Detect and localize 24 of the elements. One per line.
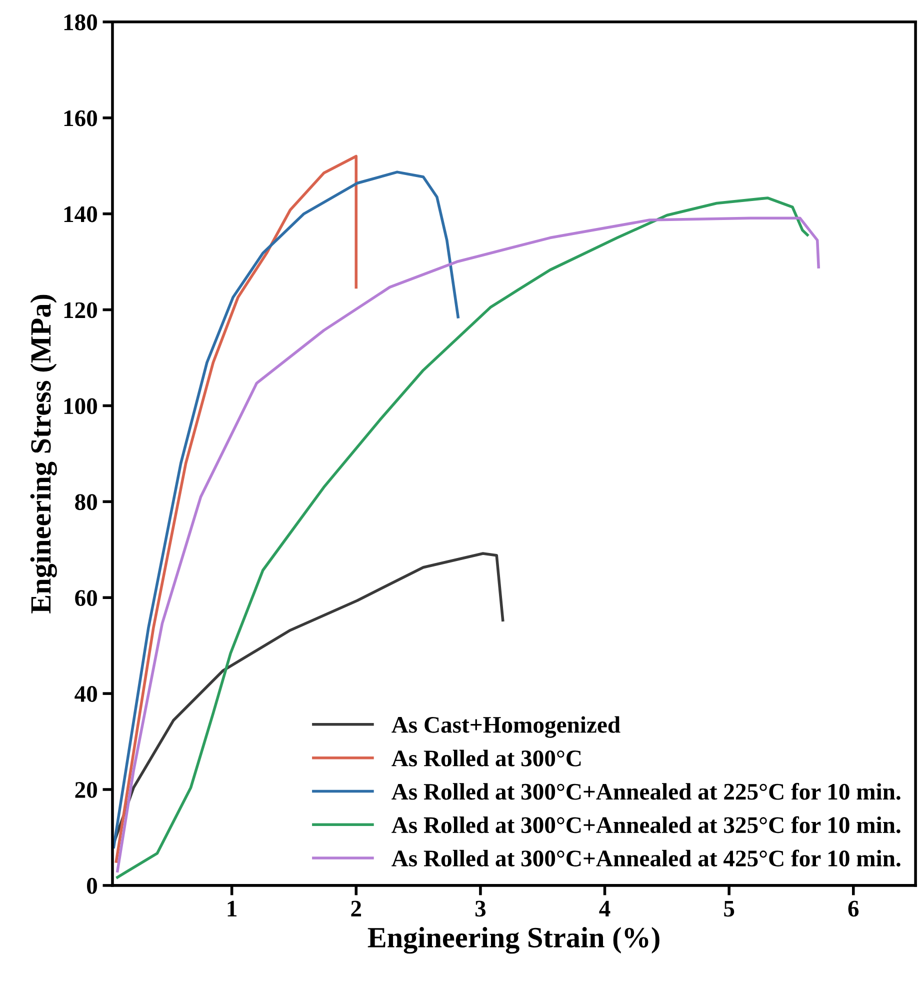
legend-label: As Rolled at 300°C+Annealed at 425°C for 10 min.	[392, 850, 900, 867]
y-tick-label: 20	[75, 782, 97, 798]
y-axis-title: Engineering Stress (MPa)	[30, 294, 57, 614]
x-tick-label: 2	[351, 900, 362, 916]
y-tick-label: 40	[74, 686, 97, 702]
y-tick-label: 80	[75, 494, 97, 510]
legend-label: As Rolled at 300°C	[392, 750, 581, 766]
x-tick-label: 1	[228, 900, 237, 916]
y-tick-label: 160	[64, 110, 97, 126]
legend-label: As Cast+Homogenized	[392, 716, 620, 738]
x-tick-label: 6	[848, 900, 859, 917]
x-tick-label: 3	[475, 900, 486, 917]
y-tick-label: 120	[64, 302, 97, 318]
line-series	[114, 154, 358, 863]
legend-label: As Rolled at 300°C+Annealed at 225°C for 10 min.	[392, 782, 900, 800]
y-tick-label: 0	[86, 878, 97, 894]
x-axis-title: Engineering Strain (%)	[368, 926, 660, 954]
x-tick-label: 5	[724, 900, 734, 917]
y-tick-label: 100	[64, 398, 97, 414]
y-tick-label: 180	[64, 14, 97, 30]
x-tick-label: 4	[599, 900, 610, 916]
y-tick-label: 140	[64, 206, 97, 222]
legend-label: As Rolled at 300°C+Annealed at 325°C for 10 min.	[392, 816, 900, 834]
y-tick-label: 60	[75, 590, 97, 606]
